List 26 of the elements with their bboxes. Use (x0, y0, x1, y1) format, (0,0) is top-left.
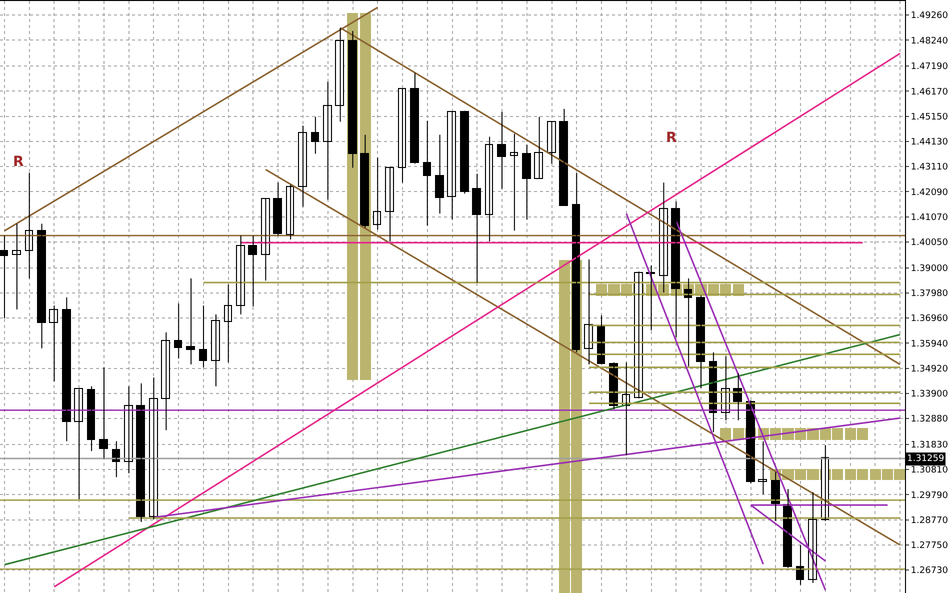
y-tick-label: 1.45150 (910, 112, 948, 122)
y-tick-label: 1.42090 (910, 188, 948, 198)
y-tick-label: 1.32880 (910, 414, 948, 425)
y-tick-label: 1.47190 (910, 62, 948, 72)
annotation: R (666, 130, 677, 146)
y-tick-label: 1.27750 (910, 541, 948, 552)
y-tick-label: 1.30810 (910, 466, 948, 476)
y-tick-label: 1.44130 (910, 138, 948, 148)
y-tick-label: 1.33900 (910, 390, 948, 400)
y-tick-label: 1.43110 (910, 162, 948, 173)
y-tick-label: 1.41070 (910, 212, 948, 223)
y-tick-label: 1.39000 (910, 264, 948, 274)
y-tick-label: 1.28770 (910, 516, 948, 526)
y-tick-label: 1.29790 (910, 490, 948, 501)
y-tick-label: 1.48240 (910, 36, 948, 46)
y-tick-label: 1.40050 (910, 238, 948, 248)
annotation: R (13, 154, 24, 170)
y-tick-label: 1.46170 (910, 87, 948, 98)
y-tick-label: 1.36960 (910, 314, 948, 324)
ref-line-label: 1.31259 (907, 454, 944, 464)
y-tick-label: 1.31830 (910, 440, 948, 451)
y-tick-label: 1.26730 (910, 566, 948, 576)
y-tick-label: 1.35940 (910, 339, 948, 350)
y-tick-label: 1.37980 (910, 289, 948, 300)
y-tick-label: 1.49260 (910, 11, 948, 22)
y-tick-label: 1.34920 (910, 364, 948, 374)
